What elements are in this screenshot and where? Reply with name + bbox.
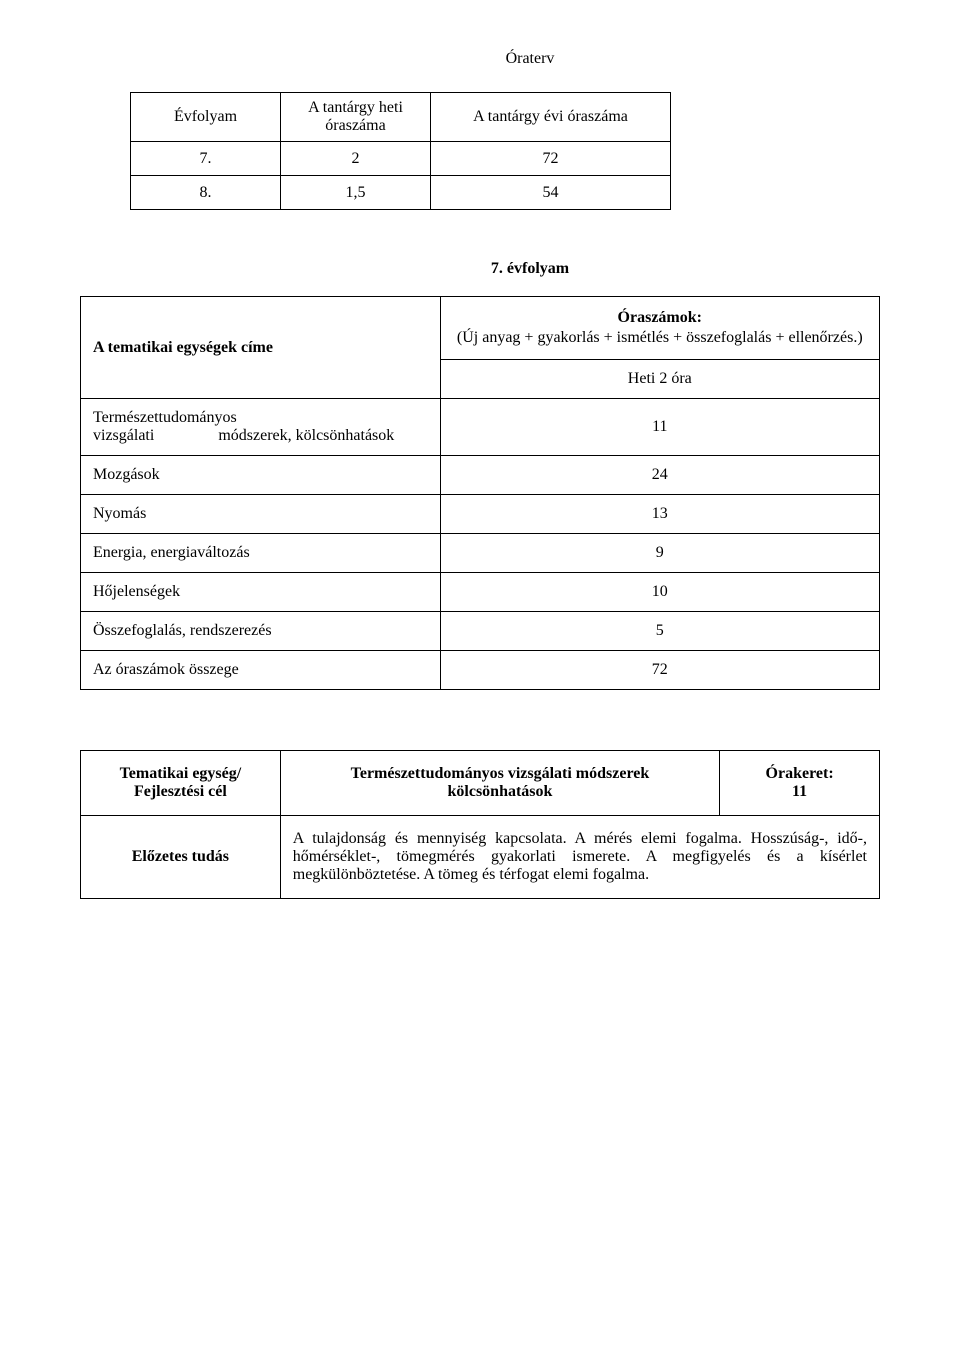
oraterv-header-evi: A tantárgy évi óraszáma [431,93,671,142]
tematikai-right-line2: 11 [732,783,867,801]
unit-value: 5 [440,612,879,651]
page-title: Óraterv [180,50,880,68]
oraterv-table: Évfolyam A tantárgy heti óraszáma A tant… [130,92,671,210]
tematikai-table: Tematikai egység/ Fejlesztési cél Termés… [80,750,880,899]
unit-label: Összefoglalás, rendszerezés [81,612,441,651]
subsection-title: 7. évfolyam [180,260,880,278]
heti-label: Heti 2 óra [440,360,879,399]
tematikai-left-header: Tematikai egység/ Fejlesztési cél [81,751,281,816]
unit-label: Mozgások [81,456,441,495]
oraterv-cell: 7. [131,142,281,176]
oraterv-header-heti: A tantárgy heti óraszáma [281,93,431,142]
table-row: Nyomás 13 [81,495,880,534]
oraterv-cell: 8. [131,176,281,210]
table-row: Energia, energiaváltozás 9 [81,534,880,573]
tematikai-left-line1: Tematikai egység/ [93,765,268,783]
tematikai-center-line2: kölcsönhatások [293,783,707,801]
unit-label: Természettudományos vizsgálati módszerek… [81,399,441,456]
tematikai-center-line1: Természettudományos vizsgálati módszerek [293,765,707,783]
unit-value: 24 [440,456,879,495]
units-oraszamok-header: Óraszámok: (Új anyag + gyakorlás + ismét… [440,297,879,360]
unit-label: Hőjelenségek [81,573,441,612]
table-row: Tematikai egység/ Fejlesztési cél Termés… [81,751,880,816]
oraszamok-title: Óraszámok: [618,309,702,326]
table-row: 7. 2 72 [131,142,671,176]
units-table: A tematikai egységek címe Óraszámok: (Új… [80,296,880,690]
table-row: Mozgások 24 [81,456,880,495]
oraterv-cell: 1,5 [281,176,431,210]
table-row: Évfolyam A tantárgy heti óraszáma A tant… [131,93,671,142]
oraterv-header-evfolyam: Évfolyam [131,93,281,142]
table-row: Összefoglalás, rendszerezés 5 [81,612,880,651]
oraterv-cell: 54 [431,176,671,210]
unit-value: 11 [440,399,879,456]
table-row: Az óraszámok összege 72 [81,651,880,690]
unit-value: 9 [440,534,879,573]
unit-label: Nyomás [81,495,441,534]
table-row: 8. 1,5 54 [131,176,671,210]
table-row: Előzetes tudás A tulajdonság és mennyisé… [81,816,880,899]
units-left-header: A tematikai egységek címe [81,297,441,399]
tematikai-right-header: Órakeret: 11 [720,751,880,816]
oraterv-cell: 2 [281,142,431,176]
table-row: A tematikai egységek címe Óraszámok: (Új… [81,297,880,360]
unit-value: 72 [440,651,879,690]
table-row: Természettudományos vizsgálati módszerek… [81,399,880,456]
elozetes-tudas-label: Előzetes tudás [81,816,281,899]
unit-label: Energia, energiaváltozás [81,534,441,573]
unit-value: 13 [440,495,879,534]
table-row: Hőjelenségek 10 [81,573,880,612]
elozetes-tudas-body: A tulajdonság és mennyiség kapcsolata. A… [280,816,879,899]
tematikai-left-line2: Fejlesztési cél [93,783,268,801]
oraterv-cell: 72 [431,142,671,176]
tematikai-right-line1: Órakeret: [732,765,867,783]
unit-label: Az óraszámok összege [81,651,441,690]
unit-value: 10 [440,573,879,612]
oraszamok-desc: (Új anyag + gyakorlás + ismétlés + össze… [453,329,867,347]
tematikai-center-header: Természettudományos vizsgálati módszerek… [280,751,719,816]
